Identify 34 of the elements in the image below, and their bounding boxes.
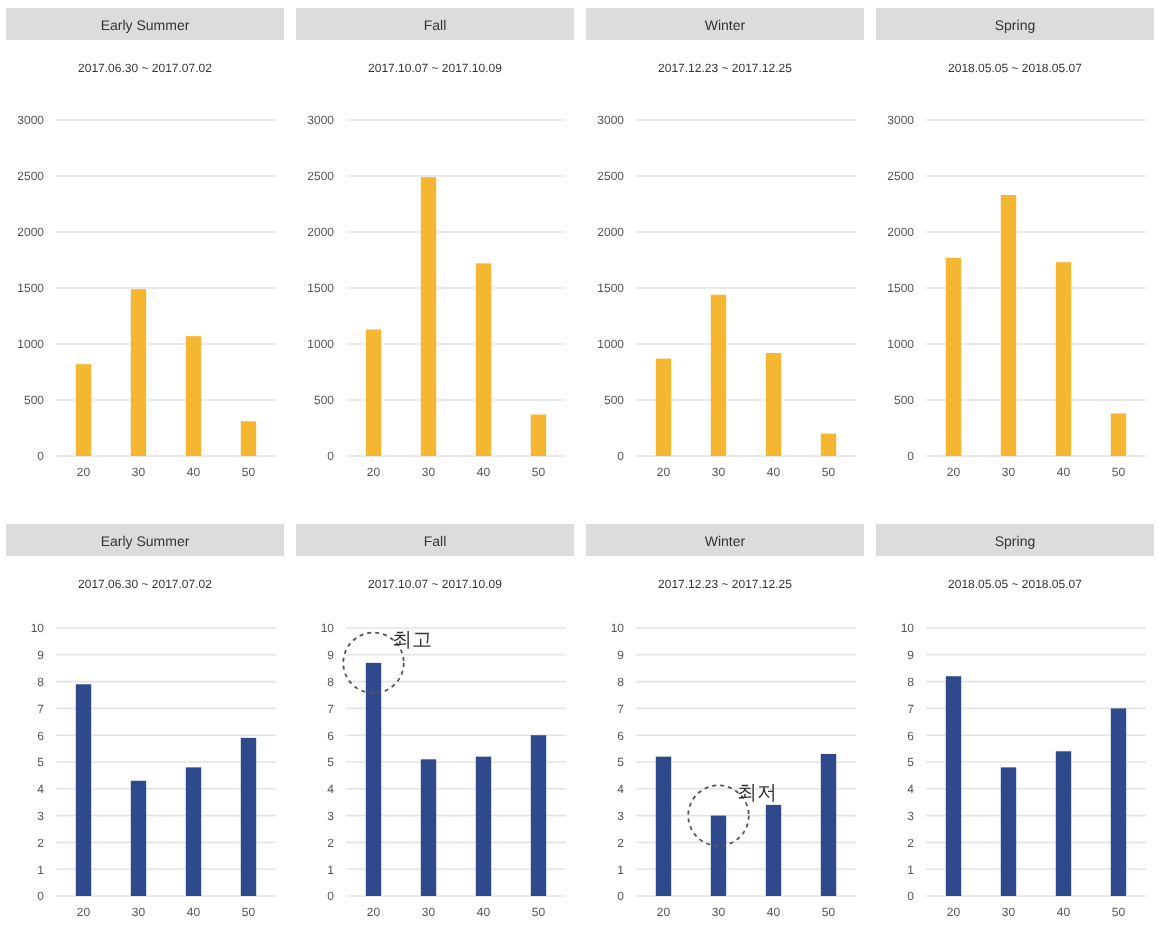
bar <box>655 756 672 896</box>
bar <box>75 364 92 456</box>
bar <box>130 780 147 896</box>
bar <box>530 414 547 456</box>
bar <box>240 737 257 896</box>
bar <box>1055 262 1072 456</box>
bar <box>240 421 257 456</box>
bar <box>475 756 492 896</box>
bar <box>1055 751 1072 896</box>
bar <box>530 735 547 896</box>
bar <box>820 433 837 456</box>
annotation: 최저 <box>736 782 777 805</box>
bar <box>655 358 672 456</box>
bar <box>765 804 782 896</box>
bar <box>75 684 92 896</box>
bar <box>185 336 202 456</box>
bar <box>1000 195 1017 456</box>
bar <box>945 257 962 456</box>
bar <box>475 263 492 456</box>
bar <box>765 352 782 456</box>
bar <box>1110 708 1127 896</box>
bar <box>945 676 962 896</box>
bar <box>130 289 147 456</box>
bar <box>420 177 437 456</box>
bar <box>1110 413 1127 456</box>
annotation: 최고 <box>391 630 432 653</box>
bar <box>365 662 382 896</box>
bar <box>710 815 727 896</box>
bar <box>185 767 202 896</box>
bar <box>420 759 437 896</box>
bar <box>1000 767 1017 896</box>
bar <box>365 329 382 456</box>
bar <box>820 753 837 896</box>
bar <box>710 294 727 456</box>
